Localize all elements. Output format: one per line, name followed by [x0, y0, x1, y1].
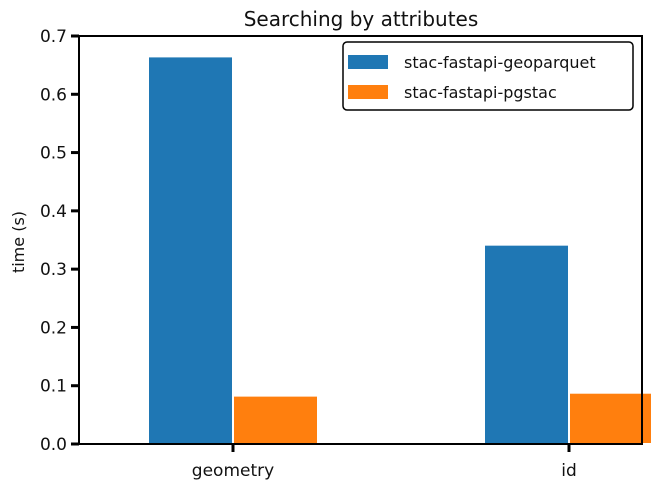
bars-group: [147, 55, 651, 446]
x-ticks-group: geometry id: [192, 444, 577, 481]
y-tick-label: 0.5: [40, 144, 67, 164]
bar-id-geoparquet: [483, 243, 570, 445]
legend-label-pgstac: stac-fastapi-pgstac: [404, 83, 557, 102]
legend-box: [342, 41, 634, 111]
x-tick-label-id: id: [561, 461, 577, 481]
y-tick-label: 0.2: [40, 318, 67, 338]
y-ticks-group: 0.0 0.1 0.2 0.3 0.4 0.5 0.6 0.7: [40, 27, 79, 455]
bar-geometry-pgstac: [232, 394, 319, 446]
y-tick-label: 0.4: [40, 202, 67, 222]
y-tick-label: 0.7: [40, 27, 67, 47]
plot-frame: [78, 35, 643, 445]
y-tick-label: 0.0: [40, 435, 67, 455]
legend: stac-fastapi-geoparquet stac-fastapi-pgs…: [342, 41, 634, 111]
y-tick-label: 0.3: [40, 260, 67, 280]
legend-swatch-geoparquet: [348, 55, 388, 69]
bar-id-pgstac: [568, 391, 651, 445]
x-tick-label-geometry: geometry: [192, 461, 274, 481]
chart-title: Searching by attributes: [244, 7, 479, 31]
legend-label-geoparquet: stac-fastapi-geoparquet: [404, 53, 596, 72]
legend-swatch-pgstac: [348, 85, 388, 99]
bar-geometry-geoparquet: [147, 55, 234, 446]
y-axis-label: time (s): [9, 211, 28, 273]
y-tick-label: 0.6: [40, 85, 67, 105]
y-tick-label: 0.1: [40, 377, 67, 397]
